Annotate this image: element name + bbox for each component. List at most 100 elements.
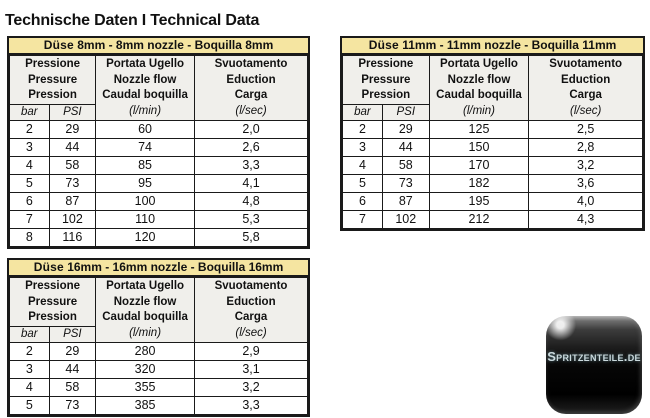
header-line: Pressione (358, 58, 414, 70)
data-cell: 2,9 (194, 341, 308, 361)
table-row: 2 29 60 2,0 (9, 119, 308, 139)
data-cell: 3,2 (194, 377, 308, 397)
data-cell: 44 (48, 359, 97, 379)
bar-unit-label: bar (9, 103, 50, 121)
data-cell: 102 (48, 209, 97, 229)
data-cell: 2,0 (194, 119, 308, 139)
data-cell: 87 (381, 191, 430, 211)
header-line: Pression (28, 311, 77, 323)
data-cell: 7 (342, 209, 383, 229)
table-row: 2 29 125 2,5 (342, 119, 643, 139)
header-line: Nozzle flow (113, 73, 177, 86)
data-cell: 29 (48, 341, 97, 361)
table-row: 4 58 85 3,3 (9, 155, 308, 175)
data-cell: 73 (48, 173, 97, 193)
flow-unit-label: (l/min) (129, 326, 162, 339)
header-line: Svuotamento (214, 58, 288, 70)
psi-unit-label: PSI (48, 103, 97, 121)
table-row: 4 58 355 3,2 (9, 377, 308, 397)
flow-unit-label: (l/min) (129, 104, 162, 117)
data-cell: 120 (95, 227, 196, 247)
table-row: 6 87 195 4,0 (342, 191, 643, 211)
header-line: Caudal boquilla (102, 89, 188, 101)
data-cell: 3 (342, 137, 383, 157)
data-cell: 95 (95, 173, 196, 193)
pressure-column-header: Pressione Pressure Pression (8, 55, 97, 105)
data-cell: 7 (9, 209, 50, 229)
data-cell: 5,8 (194, 227, 308, 247)
data-cell: 4,3 (528, 209, 643, 229)
pressure-column-header: Pressione Pressure Pression (342, 55, 430, 105)
data-cell: 58 (381, 155, 430, 175)
header-line: Nozzle flow (113, 295, 177, 308)
data-cell: 280 (95, 341, 196, 361)
data-cell: 110 (95, 209, 196, 229)
data-cell: 195 (428, 191, 530, 211)
data-cell: 5,3 (194, 209, 308, 229)
data-cell: 58 (48, 155, 97, 175)
data-cell: 2 (9, 119, 50, 139)
data-cell: 44 (381, 137, 430, 157)
data-cell: 100 (95, 191, 196, 211)
eduction-unit-label: (l/sec) (235, 326, 267, 339)
header-line: Pressione (25, 58, 81, 70)
data-cell: 73 (381, 173, 430, 193)
header-line: Caudal boquilla (102, 311, 188, 323)
header-line: Pressure (27, 73, 78, 86)
table-row: 7 102 212 4,3 (342, 209, 643, 229)
data-cell: 3,2 (528, 155, 643, 175)
data-cell: 4 (9, 155, 50, 175)
table-title-band: Düse 16mm - 16mm nozzle - Boquilla 16mm (9, 260, 308, 277)
data-cell: 125 (428, 119, 530, 139)
psi-unit-label: PSI (381, 103, 430, 121)
table-row: 7 102 110 5,3 (9, 209, 308, 229)
data-cell: 44 (48, 137, 97, 157)
header-line: Pressure (27, 295, 78, 308)
data-cell: 29 (381, 119, 430, 139)
flow-column-header: Portata Ugello Nozzle flow Caudal boquil… (95, 277, 196, 343)
data-cell: 4,1 (194, 173, 308, 193)
header-line: Svuotamento (214, 280, 288, 292)
psi-unit-label: PSI (48, 325, 97, 343)
data-cell: 4 (342, 155, 383, 175)
table-row: 2 29 280 2,9 (9, 341, 308, 361)
data-table: Pressione Pressure Pression Portata Ugel… (8, 55, 308, 247)
data-cell: 29 (48, 119, 97, 139)
header-line: Pression (361, 89, 411, 101)
eduction-column-header: Svuotamento Eduction Carga (l/sec) (194, 55, 308, 121)
data-cell: 3,1 (194, 359, 308, 379)
eduction-column-header: Svuotamento Eduction Carga (l/sec) (528, 55, 643, 121)
header-line: Eduction (226, 73, 276, 86)
table-title-duese: Düse (368, 38, 399, 52)
data-table: Pressione Pressure Pression Portata Ugel… (342, 55, 643, 229)
eduction-unit-label: (l/sec) (235, 104, 267, 117)
data-cell: 2,8 (528, 137, 643, 157)
flow-unit-label: (l/min) (463, 104, 495, 117)
data-cell: 355 (95, 377, 196, 397)
nozzle-table-16mm: Düse 16mm - 16mm nozzle - Boquilla 16mm … (7, 258, 310, 417)
table-row: 3 44 320 3,1 (9, 359, 308, 379)
header-line: Carga (569, 89, 602, 101)
eduction-column-header: Svuotamento Eduction Carga (l/sec) (194, 277, 308, 343)
data-cell: 60 (95, 119, 196, 139)
header-line: Portata Ugello (106, 58, 185, 70)
data-cell: 4,8 (194, 191, 308, 211)
data-cell: 150 (428, 137, 530, 157)
data-cell: 6 (342, 191, 383, 211)
table-row: 6 87 100 4,8 (9, 191, 308, 211)
data-cell: 116 (48, 227, 97, 247)
data-cell: 85 (95, 155, 196, 175)
header-line: Pressure (361, 73, 411, 86)
nozzle-table-8mm: Düse 8mm - 8mm nozzle - Boquilla 8mm Pre… (7, 36, 310, 249)
header-line: Nozzle flow (447, 73, 511, 86)
table-row: 5 73 95 4,1 (9, 173, 308, 193)
header-line: Eduction (226, 295, 276, 308)
data-cell: 3 (9, 359, 50, 379)
bar-unit-label: bar (342, 103, 383, 121)
data-cell: 2 (9, 341, 50, 361)
data-cell: 2,6 (194, 137, 308, 157)
data-cell: 5 (342, 173, 383, 193)
data-cell: 4 (9, 377, 50, 397)
table-title-rest: 11mm - 11mm nozzle - Boquilla 11mm (398, 38, 617, 52)
data-cell: 74 (95, 137, 196, 157)
